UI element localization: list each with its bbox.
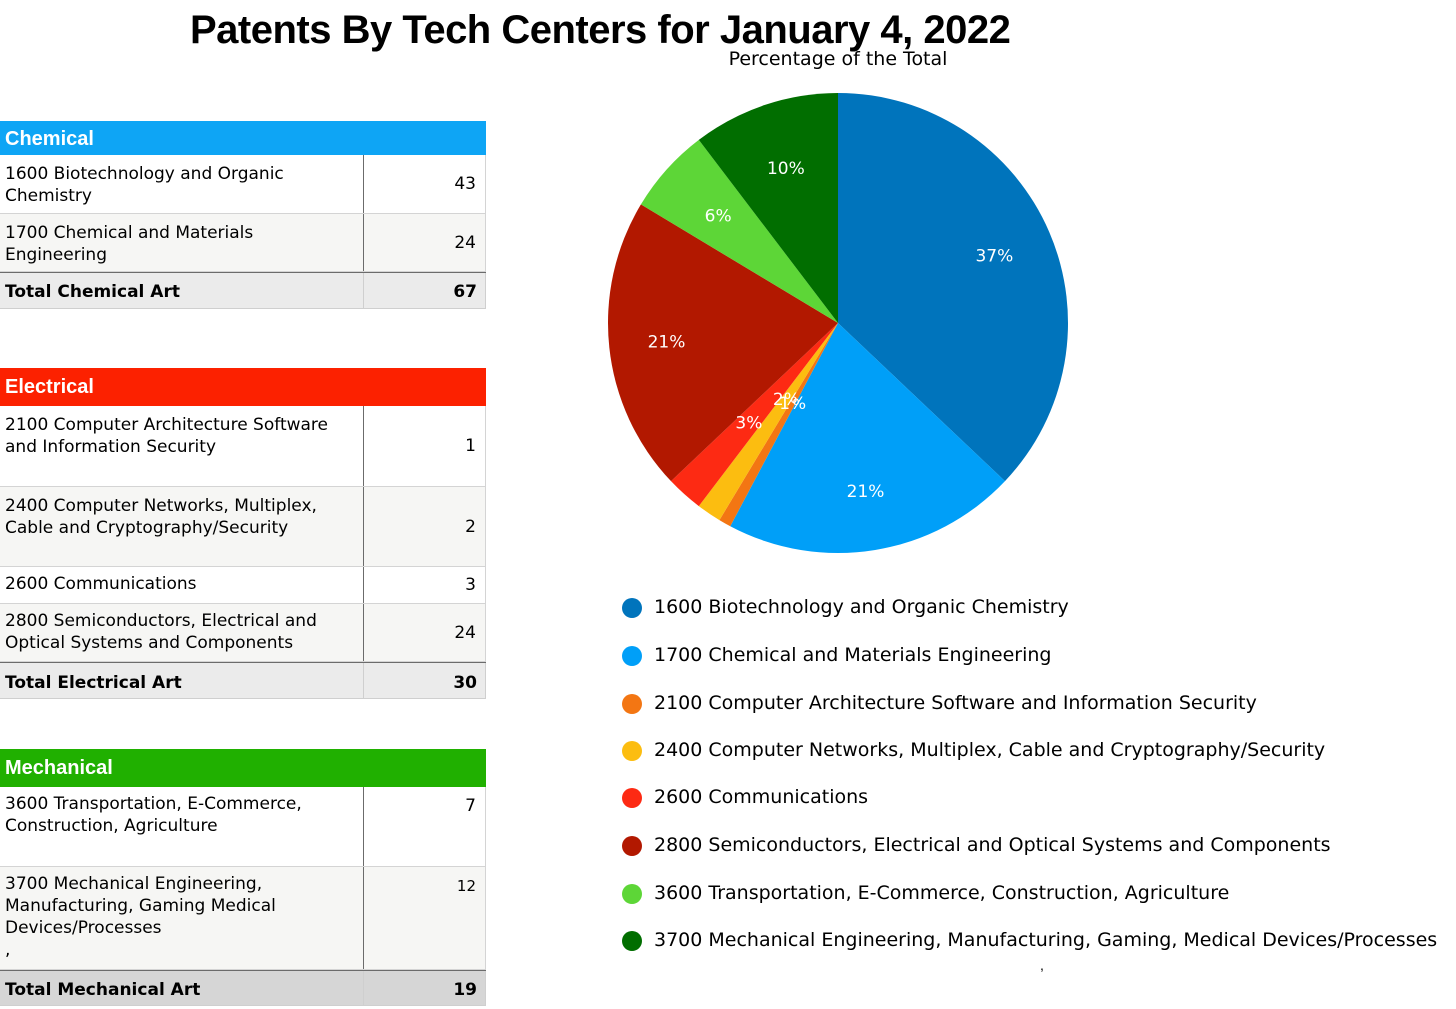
legend-swatch xyxy=(622,788,642,808)
row-name: 1700 Chemical and Materials Engineering xyxy=(0,214,364,271)
total-name: Total Mechanical Art xyxy=(0,971,364,1005)
pie-data-label: 10% xyxy=(767,159,805,179)
pie-slice xyxy=(640,139,838,323)
row-value: 43 xyxy=(364,155,486,213)
legend-swatch xyxy=(622,931,642,951)
legend-label: 2400 Computer Networks, Multiplex, Cable… xyxy=(654,739,1326,761)
stray-mark: , xyxy=(1040,957,1044,973)
total-value: 67 xyxy=(364,273,486,308)
table-row: 2800 Semiconductors, Electrical and Opti… xyxy=(0,604,486,662)
row-value: 24 xyxy=(364,604,486,661)
pie-data-label: 21% xyxy=(847,482,885,502)
chemical-table: Chemical 1600 Biotechnology and Organic … xyxy=(0,121,486,309)
legend-swatch xyxy=(622,694,642,714)
electrical-table: Electrical 2100 Computer Architecture So… xyxy=(0,368,486,699)
total-value: 19 xyxy=(364,971,486,1005)
row-value: 1 xyxy=(364,406,486,486)
pie-slice xyxy=(719,323,838,527)
row-name: 2400 Computer Networks, Multiplex, Cable… xyxy=(0,487,364,566)
pie-data-label: 6% xyxy=(705,206,732,226)
pie-slice xyxy=(838,93,1068,482)
pie-chart: Percentage of the Total 37% 21% 1% 2% 3% 21% 6… xyxy=(560,40,1456,1006)
pie-slice xyxy=(608,204,838,482)
legend-swatch xyxy=(622,836,642,856)
legend-swatch xyxy=(622,741,642,761)
row-name: 3600 Transportation, E-Commerce, Constru… xyxy=(0,787,364,866)
page-title: Patents By Tech Centers for January 4, 2… xyxy=(190,8,1011,52)
pie-chart-svg: 37% 21% 1%2% 3% 21% 6% 10% xyxy=(608,93,1068,553)
table-header: Electrical xyxy=(0,368,486,406)
table-row: 3700 Mechanical Engineering, Manufacturi… xyxy=(0,867,486,970)
legend-label: 2600 Communications xyxy=(654,786,869,808)
row-name: 2100 Computer Architecture Software and … xyxy=(0,406,364,486)
row-value: 3 xyxy=(364,567,486,603)
row-name: 2800 Semiconductors, Electrical and Opti… xyxy=(0,604,364,661)
table-row: 2400 Computer Networks, Multiplex, Cable… xyxy=(0,487,486,567)
total-name: Total Electrical Art xyxy=(0,663,364,698)
legend-label: 1600 Biotechnology and Organic Chemistry xyxy=(654,596,1069,618)
total-row: Total Electrical Art 30 xyxy=(0,662,486,699)
pie-data-label: 21% xyxy=(648,333,686,353)
pie-slice xyxy=(671,323,838,507)
pie-slice xyxy=(698,93,838,323)
legend-label: 1700 Chemical and Materials Engineering xyxy=(654,644,1052,666)
total-name: Total Chemical Art xyxy=(0,273,364,308)
table-row: 1600 Biotechnology and Organic Chemistry… xyxy=(0,155,486,214)
total-row: Total Mechanical Art 19 xyxy=(0,970,486,1006)
legend-swatch xyxy=(622,646,642,666)
pie-data-label: 1% xyxy=(779,394,806,414)
table-row: 2100 Computer Architecture Software and … xyxy=(0,406,486,487)
row-value: 12 xyxy=(364,867,486,969)
table-header: Chemical xyxy=(0,121,486,155)
total-row: Total Chemical Art 67 xyxy=(0,272,486,309)
pie-data-label: 2% xyxy=(773,390,800,410)
legend-label: 2100 Computer Architecture Software and … xyxy=(654,692,1257,714)
pie-slice xyxy=(730,323,1005,553)
chart-title: Percentage of the Total xyxy=(728,48,948,70)
row-value: 7 xyxy=(364,787,486,866)
legend-swatch xyxy=(622,598,642,618)
table-row: 2600 Communications 3 xyxy=(0,567,486,604)
mechanical-table: Mechanical 3600 Transportation, E-Commer… xyxy=(0,749,486,1006)
row-value: 24 xyxy=(364,214,486,271)
legend-swatch xyxy=(622,884,642,904)
table-row: 3600 Transportation, E-Commerce, Constru… xyxy=(0,787,486,867)
total-value: 30 xyxy=(364,663,486,698)
legend-label: 3700 Mechanical Engineering, Manufacturi… xyxy=(654,929,1438,951)
legend-label: 2800 Semiconductors, Electrical and Opti… xyxy=(654,834,1331,856)
row-value: 2 xyxy=(364,487,486,566)
row-name: 1600 Biotechnology and Organic Chemistry xyxy=(0,155,364,213)
pie-slice xyxy=(698,323,838,521)
pie-data-label: 37% xyxy=(975,247,1013,267)
table-row: 1700 Chemical and Materials Engineering … xyxy=(0,214,486,272)
table-header: Mechanical xyxy=(0,749,486,787)
row-name: 3700 Mechanical Engineering, Manufacturi… xyxy=(0,867,364,969)
pie-data-label: 3% xyxy=(735,413,762,433)
row-name: 2600 Communications xyxy=(0,567,364,603)
legend-label: 3600 Transportation, E-Commerce, Constru… xyxy=(654,882,1230,904)
